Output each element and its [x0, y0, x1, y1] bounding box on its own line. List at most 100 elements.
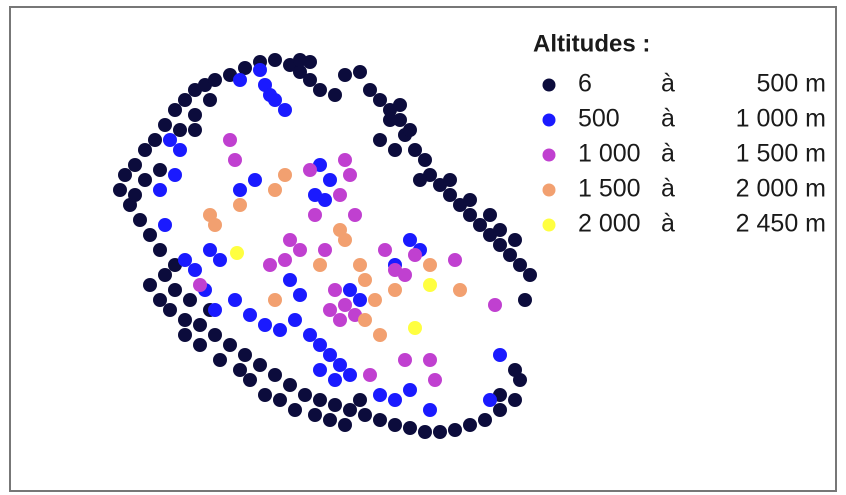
- station-dot: [403, 383, 417, 397]
- station-dot: [288, 313, 302, 327]
- station-dot: [213, 253, 227, 267]
- station-dot: [423, 278, 437, 292]
- station-dot: [148, 133, 162, 147]
- station-dot: [208, 218, 222, 232]
- station-dot: [263, 258, 277, 272]
- station-dot: [168, 283, 182, 297]
- station-dot: [323, 348, 337, 362]
- station-dot: [503, 248, 517, 262]
- station-dot: [303, 163, 317, 177]
- station-dot: [188, 263, 202, 277]
- station-dot: [153, 243, 167, 257]
- station-dot: [168, 168, 182, 182]
- station-dot: [153, 163, 167, 177]
- station-dot: [223, 338, 237, 352]
- station-dot: [233, 73, 247, 87]
- station-dot: [158, 218, 172, 232]
- station-dot: [363, 368, 377, 382]
- station-dot: [448, 253, 462, 267]
- station-dot: [168, 103, 182, 117]
- station-dot: [158, 268, 172, 282]
- station-dot: [488, 298, 502, 312]
- station-dot: [428, 373, 442, 387]
- station-dot: [263, 88, 277, 102]
- station-dot: [338, 233, 352, 247]
- station-dot: [388, 143, 402, 157]
- station-dot: [268, 293, 282, 307]
- station-dot: [323, 303, 337, 317]
- legend-from: 1 000: [578, 140, 641, 168]
- station-dot: [303, 328, 317, 342]
- station-dot: [230, 246, 244, 260]
- station-dot: [333, 313, 347, 327]
- legend-sep: à: [661, 70, 675, 98]
- station-dot: [413, 173, 427, 187]
- station-dot: [293, 288, 307, 302]
- legend: 6 à 500 m 500 à 1 000 m 1 000 à 1 500 m 1 500 à 2 0…: [542, 70, 826, 238]
- station-dot: [253, 63, 267, 77]
- station-dot: [483, 393, 497, 407]
- station-dot: [113, 183, 127, 197]
- legend-sep: à: [661, 140, 675, 168]
- station-dot: [178, 253, 192, 267]
- station-dot: [203, 93, 217, 107]
- station-dot: [388, 283, 402, 297]
- station-dot: [313, 258, 327, 272]
- station-dot: [118, 168, 132, 182]
- station-dot: [203, 243, 217, 257]
- station-dot: [353, 65, 367, 79]
- station-dot: [143, 228, 157, 242]
- station-dot: [418, 425, 432, 439]
- station-dot: [343, 168, 357, 182]
- station-dot: [173, 143, 187, 157]
- station-dot: [478, 413, 492, 427]
- station-dot: [508, 233, 522, 247]
- station-dot: [323, 173, 337, 187]
- station-dot: [128, 188, 142, 202]
- station-dot: [313, 363, 327, 377]
- station-dot: [253, 358, 267, 372]
- station-dot: [423, 353, 437, 367]
- station-dot: [403, 123, 417, 137]
- legend-title: Altitudes :: [533, 30, 650, 57]
- station-dot: [493, 348, 507, 362]
- legend-from: 6: [578, 70, 592, 98]
- station-dot: [423, 258, 437, 272]
- station-dot: [313, 393, 327, 407]
- station-dot: [318, 243, 332, 257]
- legend-sep: à: [661, 210, 675, 238]
- station-dot: [313, 83, 327, 97]
- station-dot: [353, 393, 367, 407]
- station-dots: [113, 53, 537, 439]
- legend-to: 2 450 m: [736, 210, 826, 238]
- station-dot: [283, 378, 297, 392]
- station-dot: [228, 293, 242, 307]
- station-dot: [143, 278, 157, 292]
- station-dot: [248, 173, 262, 187]
- station-dot: [373, 388, 387, 402]
- station-dot: [448, 423, 462, 437]
- legend-swatch: [542, 183, 556, 197]
- station-dot: [408, 248, 422, 262]
- station-dot: [508, 393, 522, 407]
- station-dot: [258, 388, 272, 402]
- legend-from: 1 500: [578, 175, 641, 203]
- station-dot: [153, 183, 167, 197]
- station-dot: [288, 403, 302, 417]
- station-dot: [398, 268, 412, 282]
- station-dot: [473, 218, 487, 232]
- station-dot: [328, 398, 342, 412]
- station-dot: [233, 198, 247, 212]
- station-dot: [433, 425, 447, 439]
- station-dot: [483, 208, 497, 222]
- station-dot: [353, 293, 367, 307]
- station-dot: [243, 308, 257, 322]
- station-dot: [363, 83, 377, 97]
- station-dot: [493, 223, 507, 237]
- station-dot: [313, 338, 327, 352]
- station-dot: [268, 183, 282, 197]
- station-dot: [153, 293, 167, 307]
- station-dot: [273, 393, 287, 407]
- station-dot: [403, 233, 417, 247]
